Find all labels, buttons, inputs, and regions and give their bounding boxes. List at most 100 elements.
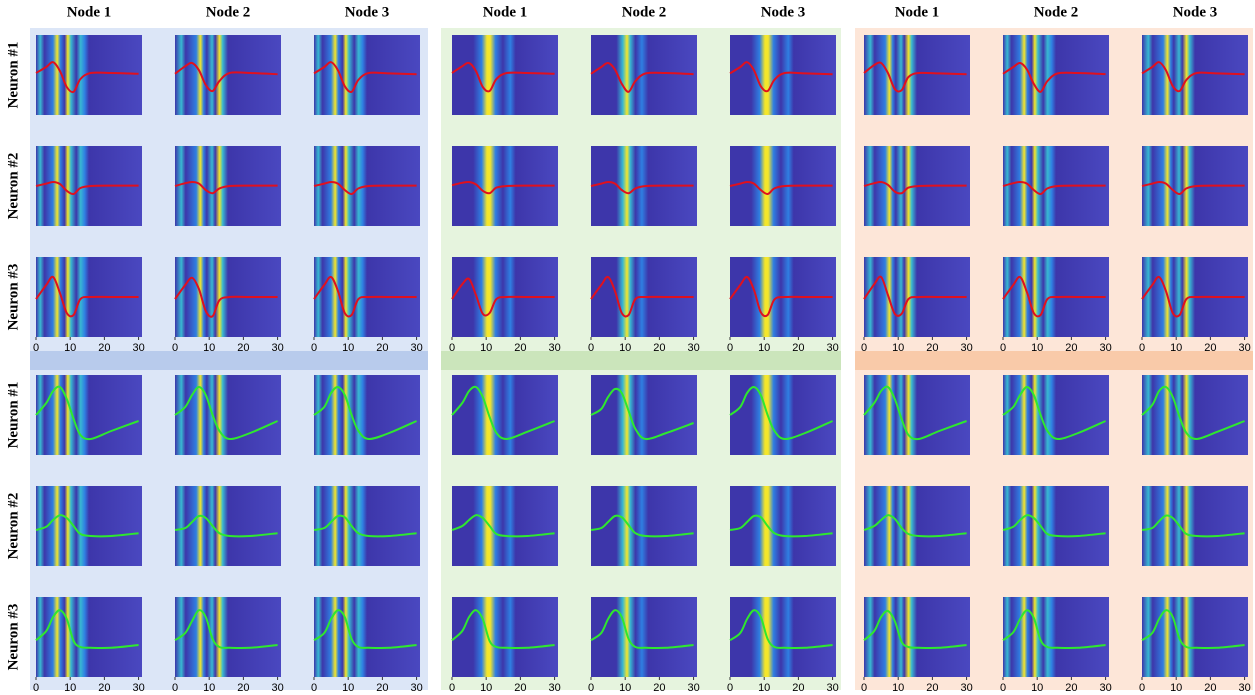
x-tick-label: 10 [1170,342,1182,354]
trace [313,514,417,538]
column-header: Node 2 [206,4,251,20]
x-tick-label: 30 [1238,682,1250,694]
x-tick-label: 0 [861,682,867,694]
x-tick-label: 0 [311,342,317,354]
x-tick-label: 0 [588,682,594,694]
x-tick-label: 20 [1065,342,1077,354]
trace [174,609,278,650]
trace [451,277,555,317]
trace [35,385,139,441]
x-tick-label: 10 [619,682,631,694]
x-tick-label: 30 [826,342,838,354]
heatmap [36,486,142,566]
x-tick-label: 30 [1238,342,1250,354]
trace [1141,609,1245,650]
x-tick-label: 20 [376,342,388,354]
x-tick-label: 20 [926,682,938,694]
x-tick-label: 10 [342,342,354,354]
x-tick-label: 10 [203,682,215,694]
x-tick-label: 20 [1204,682,1216,694]
x-tick-label: 0 [588,342,594,354]
row-label: Neuron #2 [5,493,21,560]
heatmap [591,486,697,566]
heatmap [864,375,970,455]
trace [451,385,555,441]
heatmap [314,486,420,566]
x-tick-label: 10 [892,682,904,694]
row-label: Neuron #1 [5,42,21,109]
row-label: Neuron #3 [5,604,21,671]
heatmap [36,375,142,455]
trace [729,514,833,538]
heatmap [864,597,970,677]
separator [855,351,1253,370]
trace [1141,275,1245,318]
row-label: Neuron #1 [5,382,21,449]
x-tick-label: 20 [653,682,665,694]
row-label: Neuron #2 [5,153,21,220]
trace [729,61,833,93]
trace [313,385,417,441]
x-tick-label: 30 [271,682,283,694]
heatmap [1003,486,1109,566]
x-tick-label: 0 [727,342,733,354]
trace [590,61,694,93]
x-tick-label: 0 [727,682,733,694]
trace [174,180,278,195]
x-tick-label: 30 [1099,342,1111,354]
trace [174,514,278,538]
trace [35,61,139,94]
trace [729,385,833,441]
trace [313,609,417,650]
heatmap [175,597,281,677]
column-header: Node 1 [67,4,112,20]
x-tick-label: 20 [376,682,388,694]
heatmap [1142,375,1248,455]
x-tick-label: 30 [410,682,422,694]
trace [1002,180,1106,196]
heatmap [452,375,558,455]
x-tick-label: 10 [1170,682,1182,694]
heatmap [175,486,281,566]
trace [1002,275,1106,318]
heatmap [591,375,697,455]
trace [174,61,278,93]
trace [1002,514,1106,538]
x-tick-label: 0 [311,682,317,694]
trace [863,180,967,195]
x-tick-label: 20 [237,342,249,354]
x-tick-label: 20 [1204,342,1216,354]
trace [729,275,833,318]
heatmap [730,597,836,677]
heatmap [314,35,420,115]
trace [1002,385,1106,441]
trace [1141,61,1245,93]
heatmap [314,375,420,455]
heatmap [864,486,970,566]
x-tick-label: 20 [98,342,110,354]
trace [590,514,694,538]
x-tick-label: 10 [758,682,770,694]
x-tick-label: 30 [687,342,699,354]
trace [729,609,833,650]
x-tick-label: 30 [271,342,283,354]
x-tick-label: 20 [792,342,804,354]
x-tick-label: 30 [132,682,144,694]
x-tick-label: 0 [861,342,867,354]
heatmap [1003,375,1109,455]
x-tick-label: 0 [449,342,455,354]
trace [451,514,555,538]
heatmap [36,35,142,115]
trace [863,385,967,441]
trace [451,609,555,650]
trace [35,275,139,318]
x-tick-label: 20 [514,342,526,354]
x-tick-label: 30 [548,682,560,694]
x-tick-label: 30 [132,342,144,354]
heatmap [36,597,142,677]
heatmap [730,35,836,115]
trace [1141,514,1245,538]
x-tick-label: 10 [480,682,492,694]
trace [590,180,694,195]
x-tick-label: 10 [203,342,215,354]
